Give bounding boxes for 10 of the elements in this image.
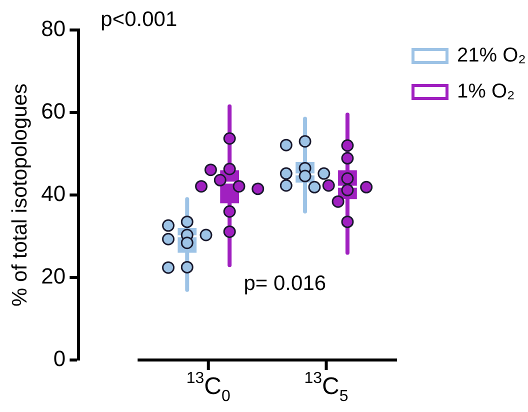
annotation: p= 0.016: [244, 272, 326, 295]
annotation: p<0.001: [100, 8, 178, 31]
legend-label: 1% O₂: [457, 80, 515, 103]
y-tick-label: 60: [41, 98, 66, 124]
legend-label: 21% O₂: [457, 44, 526, 67]
y-tick-label: 20: [41, 264, 66, 289]
y-tick-label: 0: [53, 346, 66, 372]
y-tick-label: 40: [41, 181, 66, 206]
y-tick-label: 80: [41, 16, 66, 42]
y-axis-title: % of total isotopologues: [8, 84, 32, 306]
